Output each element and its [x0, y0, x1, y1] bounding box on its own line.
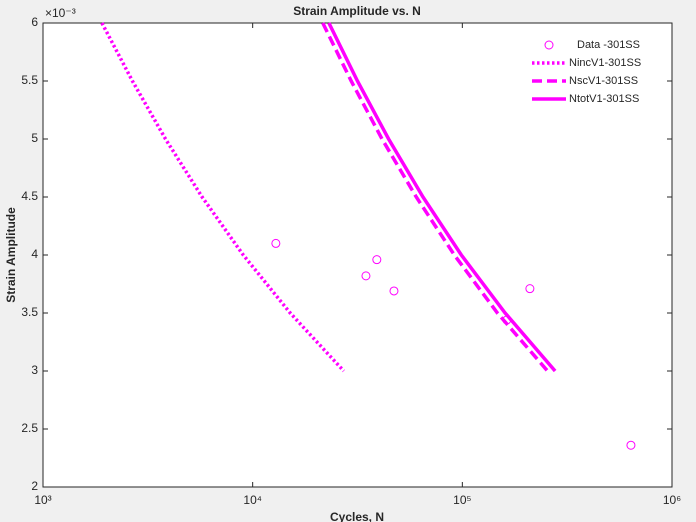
- curve: [321, 22, 549, 373]
- legend-label: NscV1-301SS: [569, 75, 638, 87]
- legend-label: Data -301SS: [577, 39, 640, 51]
- chart-title: Strain Amplitude vs. N: [293, 4, 421, 18]
- y-tick-label: 3.5: [21, 305, 38, 319]
- y-tick-label: 4.5: [21, 189, 38, 203]
- y-tick-label: 3: [31, 363, 38, 377]
- y-tick-label: 4: [31, 247, 38, 261]
- legend-label: NincV1-301SS: [569, 57, 641, 69]
- data-point: [271, 238, 281, 248]
- y-tick-label: 6: [31, 15, 38, 29]
- x-tick-label: 10⁶: [663, 493, 681, 507]
- legend-label: NtotV1-301SS: [569, 93, 639, 105]
- y-axis-label: Strain Amplitude: [4, 207, 18, 303]
- legend-marker: [544, 40, 554, 50]
- x-axis-label: Cycles, N: [330, 510, 384, 522]
- curve: [100, 22, 346, 373]
- y-tick-label: 5: [31, 131, 38, 145]
- data-point: [389, 286, 399, 296]
- y-tick-label: 5.5: [21, 73, 38, 87]
- x-tick-label: 10⁴: [243, 493, 262, 507]
- y-tick-label: 2.5: [21, 421, 38, 435]
- data-point: [626, 440, 636, 450]
- x-tick-label: 10⁵: [453, 493, 471, 507]
- axes-box: [42, 22, 673, 488]
- y-tick-label: 2: [31, 479, 38, 493]
- y-multiplier: ×10⁻³: [45, 6, 76, 20]
- data-point: [361, 271, 371, 281]
- curve: [327, 22, 557, 373]
- x-tick-label: 10³: [34, 493, 51, 507]
- data-point: [525, 284, 535, 294]
- data-point: [372, 255, 382, 265]
